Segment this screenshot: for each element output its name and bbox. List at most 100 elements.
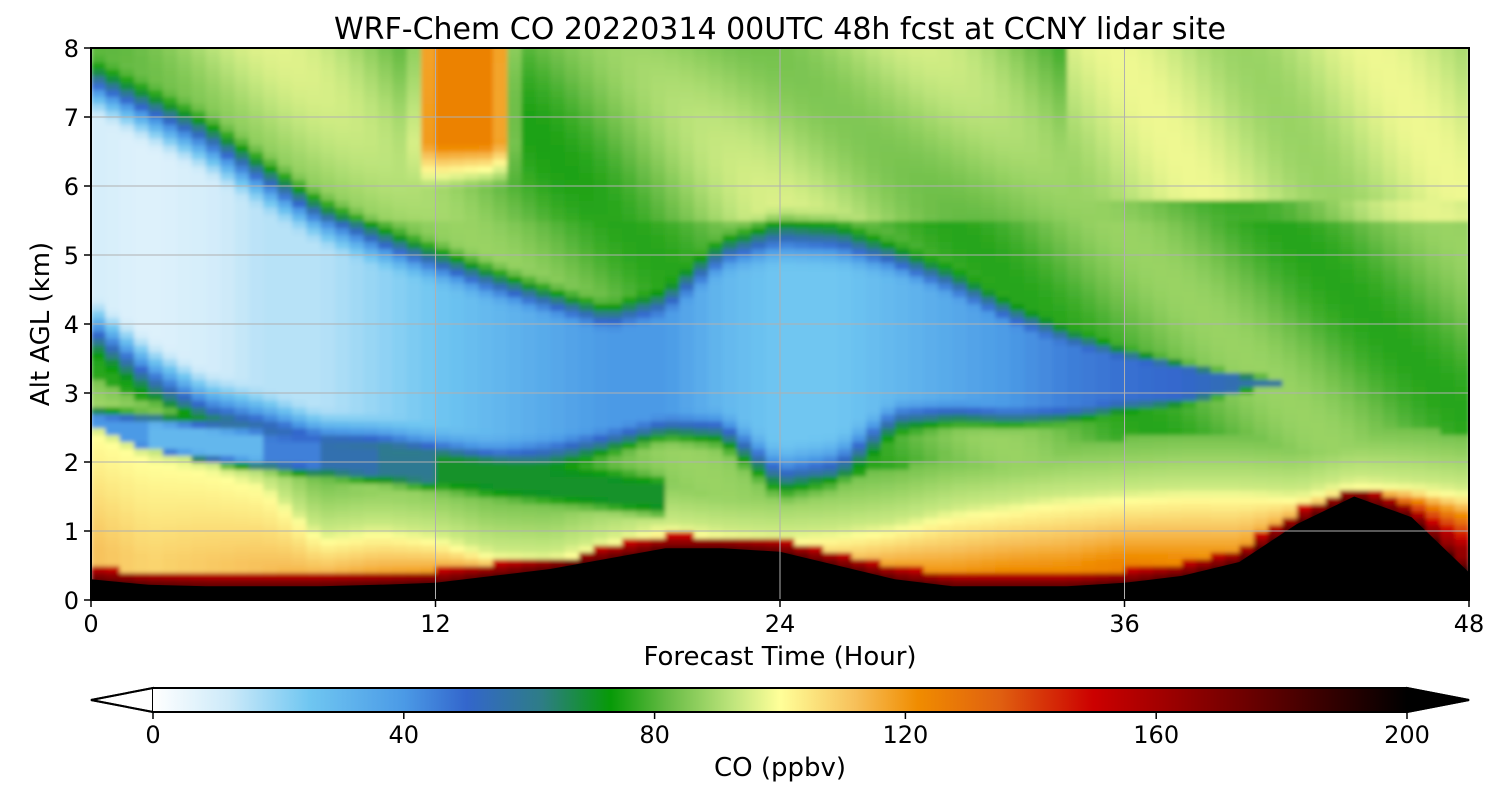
field-cell	[234, 413, 250, 422]
field-cell	[937, 261, 954, 270]
field-cell	[191, 96, 207, 104]
field-cell	[363, 330, 379, 339]
field-cell	[823, 441, 839, 449]
field-cell	[909, 330, 925, 339]
field-cell	[335, 317, 351, 325]
field-cell	[550, 117, 566, 125]
field-cell	[794, 82, 810, 91]
field-cell	[248, 82, 265, 91]
field-cell	[464, 206, 480, 215]
field-cell	[291, 220, 308, 229]
field-cell	[952, 268, 968, 277]
field-cell	[263, 531, 279, 539]
field-cell	[492, 510, 509, 518]
field-cell	[665, 427, 681, 436]
field-cell	[679, 524, 695, 532]
field-cell	[464, 89, 480, 98]
field-cell	[464, 524, 480, 532]
field-cell	[449, 303, 465, 311]
field-cell	[507, 337, 523, 346]
field-cell	[780, 489, 796, 498]
field-cell	[162, 537, 178, 546]
field-cell	[119, 268, 135, 277]
field-cell	[335, 68, 351, 77]
field-cell	[507, 82, 523, 91]
field-cell	[909, 130, 925, 139]
field-cell	[119, 344, 135, 353]
field-cell	[478, 406, 494, 415]
field-cell	[449, 524, 465, 532]
field-cell	[406, 158, 422, 167]
field-cell	[91, 455, 107, 463]
field-cell	[392, 503, 408, 512]
field-cell	[335, 144, 351, 153]
field-cell	[736, 510, 753, 518]
field-cell	[909, 420, 925, 429]
field-cell	[177, 61, 193, 70]
field-cell	[306, 517, 322, 525]
field-cell	[406, 241, 422, 249]
field-cell	[636, 330, 652, 339]
field-cell	[119, 358, 135, 367]
field-cell	[880, 358, 896, 367]
field-cell	[320, 206, 336, 215]
field-cell	[722, 399, 738, 408]
field-cell	[119, 365, 135, 374]
field-cell	[162, 386, 178, 394]
field-cell	[478, 310, 494, 318]
field-cell	[851, 303, 867, 311]
field-cell	[521, 123, 537, 132]
field-cell	[464, 441, 480, 449]
field-cell	[291, 110, 308, 118]
field-cell	[679, 234, 695, 242]
field-cell	[751, 337, 767, 346]
field-cell	[780, 413, 796, 422]
field-cell	[320, 75, 336, 84]
field-cell	[220, 123, 236, 132]
field-cell	[535, 310, 552, 318]
field-cell	[234, 282, 250, 291]
field-cell	[306, 54, 322, 63]
field-cell	[177, 337, 193, 346]
field-cell	[191, 130, 207, 139]
field-cell	[880, 165, 896, 173]
field-cell	[277, 351, 293, 360]
field-cell	[220, 248, 236, 256]
field-cell	[679, 330, 695, 339]
field-cell	[780, 537, 796, 546]
field-cell	[751, 517, 767, 525]
field-cell	[105, 358, 121, 367]
field-cell	[708, 89, 724, 98]
field-cell	[780, 365, 796, 374]
field-cell	[291, 268, 308, 277]
field-cell	[535, 434, 552, 443]
field-cell	[808, 317, 824, 325]
field-cell	[320, 510, 336, 518]
field-cell	[794, 151, 810, 160]
field-cell	[535, 386, 552, 394]
field-cell	[306, 206, 322, 215]
field-cell	[564, 558, 580, 567]
field-cell	[349, 544, 365, 553]
field-cell	[177, 344, 193, 353]
field-cell	[909, 289, 925, 298]
field-cell	[550, 317, 566, 325]
field-cell	[378, 158, 394, 167]
field-cell	[636, 427, 652, 436]
field-cell	[234, 144, 250, 153]
field-cell	[464, 75, 480, 84]
field-cell	[823, 289, 839, 298]
field-cell	[349, 213, 365, 222]
field-cell	[937, 455, 954, 463]
field-cell	[937, 406, 954, 415]
field-cell	[478, 503, 494, 512]
field-cell	[693, 303, 710, 311]
field-cell	[378, 303, 394, 311]
field-cell	[607, 172, 623, 180]
field-cell	[693, 151, 710, 160]
field-cell	[378, 261, 394, 270]
field-cell	[205, 330, 221, 339]
field-cell	[378, 503, 394, 512]
field-cell	[177, 54, 193, 63]
